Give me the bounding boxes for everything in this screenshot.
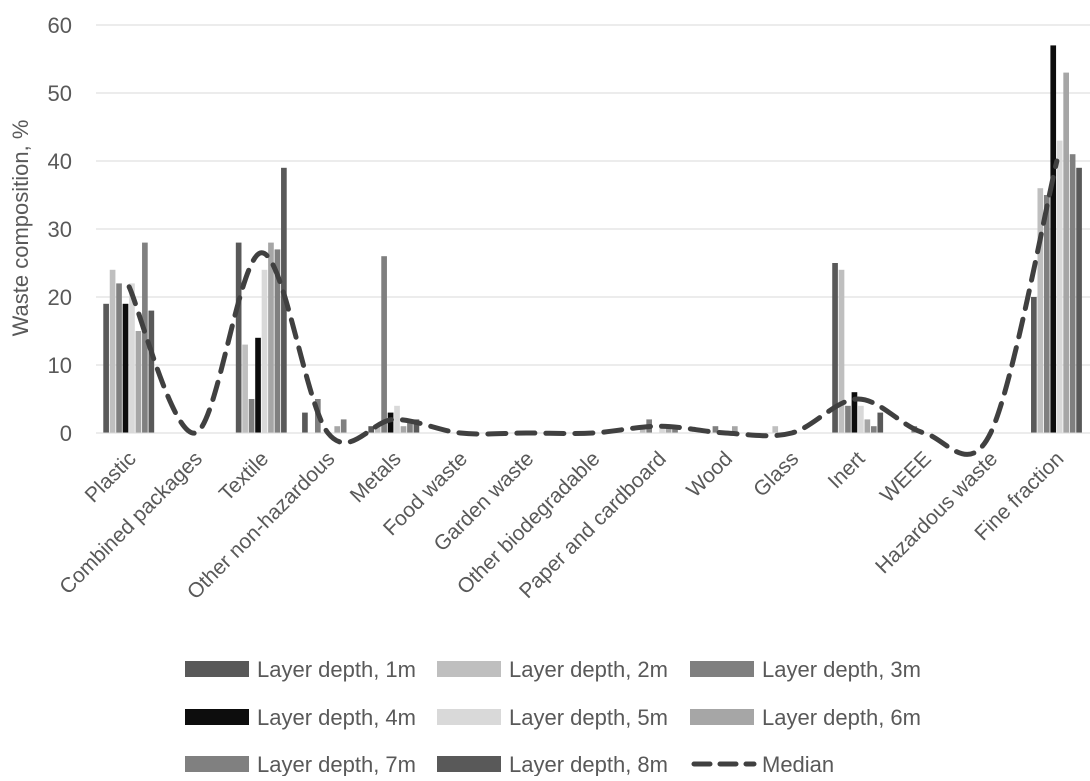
bar bbox=[413, 419, 420, 433]
bar bbox=[832, 263, 838, 433]
bar bbox=[261, 269, 268, 433]
y-tick-label: 40 bbox=[48, 149, 72, 174]
bar bbox=[870, 426, 877, 433]
x-tick-label: Hazardous waste bbox=[871, 447, 1002, 578]
bar bbox=[109, 269, 116, 433]
legend-swatch bbox=[690, 709, 754, 725]
bar bbox=[374, 426, 381, 433]
legend-swatch bbox=[185, 661, 249, 677]
bar bbox=[407, 419, 413, 433]
x-tick-label: Inert bbox=[824, 447, 870, 493]
bar bbox=[877, 412, 884, 433]
y-tick-label: 30 bbox=[48, 217, 72, 242]
bar bbox=[135, 331, 142, 433]
bar bbox=[1069, 154, 1076, 433]
y-tick-label: 50 bbox=[48, 81, 72, 106]
bar bbox=[334, 426, 341, 433]
bar bbox=[731, 426, 738, 433]
bar bbox=[845, 405, 851, 433]
legend-item: Layer depth, 1m bbox=[185, 657, 416, 682]
bar bbox=[838, 269, 845, 433]
y-tick-label: 10 bbox=[48, 353, 72, 378]
bar bbox=[368, 426, 375, 433]
bar bbox=[248, 399, 255, 433]
legend-item: Layer depth, 8m bbox=[437, 752, 668, 777]
median-line bbox=[126, 158, 1060, 457]
x-tick-label: Glass bbox=[749, 447, 803, 501]
legend-label: Layer depth, 7m bbox=[257, 752, 416, 776]
gridlines bbox=[96, 24, 1090, 366]
legend-swatch bbox=[185, 756, 249, 772]
bar bbox=[394, 405, 400, 433]
bar bbox=[274, 249, 281, 433]
bar bbox=[387, 412, 394, 433]
x-tick-label: Metals bbox=[346, 447, 406, 507]
bar bbox=[858, 405, 864, 433]
bar bbox=[142, 242, 148, 433]
bar bbox=[665, 426, 672, 433]
bars bbox=[103, 45, 1082, 434]
legend-item: Layer depth, 7m bbox=[185, 752, 416, 777]
y-tick-label: 60 bbox=[48, 13, 72, 38]
bar bbox=[1063, 72, 1069, 433]
bar bbox=[340, 419, 347, 433]
bar bbox=[712, 426, 719, 433]
legend-swatch bbox=[185, 709, 249, 725]
bar bbox=[242, 344, 248, 433]
bar bbox=[851, 392, 858, 433]
legend-item: Layer depth, 5m bbox=[437, 705, 668, 730]
legend: Layer depth, 1m Layer depth, 2m Layer dept… bbox=[185, 657, 921, 777]
legend-swatch bbox=[690, 661, 754, 677]
bar bbox=[659, 426, 665, 433]
bar bbox=[116, 283, 122, 433]
legend-item: Layer depth, 2m bbox=[437, 657, 668, 682]
legend-swatch bbox=[437, 661, 501, 677]
bar bbox=[148, 310, 155, 433]
x-tick-label: Wood bbox=[682, 447, 737, 502]
legend-label: Layer depth, 3m bbox=[762, 657, 921, 682]
legend-label: Layer depth, 1m bbox=[257, 657, 416, 682]
bar bbox=[129, 283, 135, 433]
y-tick-label: 20 bbox=[48, 285, 72, 310]
bar bbox=[122, 303, 129, 433]
bar bbox=[302, 412, 308, 433]
bar bbox=[1050, 45, 1057, 434]
bar bbox=[381, 256, 387, 433]
bar bbox=[864, 419, 871, 433]
bar bbox=[672, 426, 678, 433]
bar bbox=[1056, 140, 1063, 433]
legend-item: Median bbox=[691, 752, 834, 777]
legend-label: Median bbox=[762, 752, 834, 776]
x-tick-label: WEEE bbox=[876, 447, 936, 507]
legend-label: Layer depth, 8m bbox=[509, 752, 668, 776]
legend-item: Layer depth, 6m bbox=[690, 705, 921, 730]
bar bbox=[235, 242, 242, 433]
bar bbox=[1031, 297, 1037, 433]
y-tick-label: 0 bbox=[60, 421, 72, 446]
bar bbox=[268, 242, 274, 433]
legend-item: Layer depth, 4m bbox=[185, 705, 416, 730]
median-line-layer bbox=[126, 158, 1060, 457]
x-tick-label: Plastic bbox=[81, 447, 141, 507]
legend-swatch bbox=[437, 756, 501, 772]
bar bbox=[772, 426, 779, 433]
legend-label: Layer depth, 4m bbox=[257, 705, 416, 730]
bar bbox=[255, 337, 261, 433]
legend-label: Layer depth, 5m bbox=[509, 705, 668, 730]
bar bbox=[1037, 188, 1044, 433]
bar bbox=[103, 303, 109, 433]
y-axis-title: Waste composition, % bbox=[8, 120, 33, 337]
bar bbox=[1076, 167, 1082, 434]
legend-swatch bbox=[437, 709, 501, 725]
x-tick-label: Textile bbox=[215, 447, 273, 505]
legend-label: Layer depth, 6m bbox=[762, 705, 921, 730]
legend-label: Layer depth, 2m bbox=[509, 657, 668, 682]
bar bbox=[400, 426, 407, 433]
bar bbox=[1043, 195, 1050, 433]
legend-item: Layer depth, 3m bbox=[690, 657, 921, 682]
